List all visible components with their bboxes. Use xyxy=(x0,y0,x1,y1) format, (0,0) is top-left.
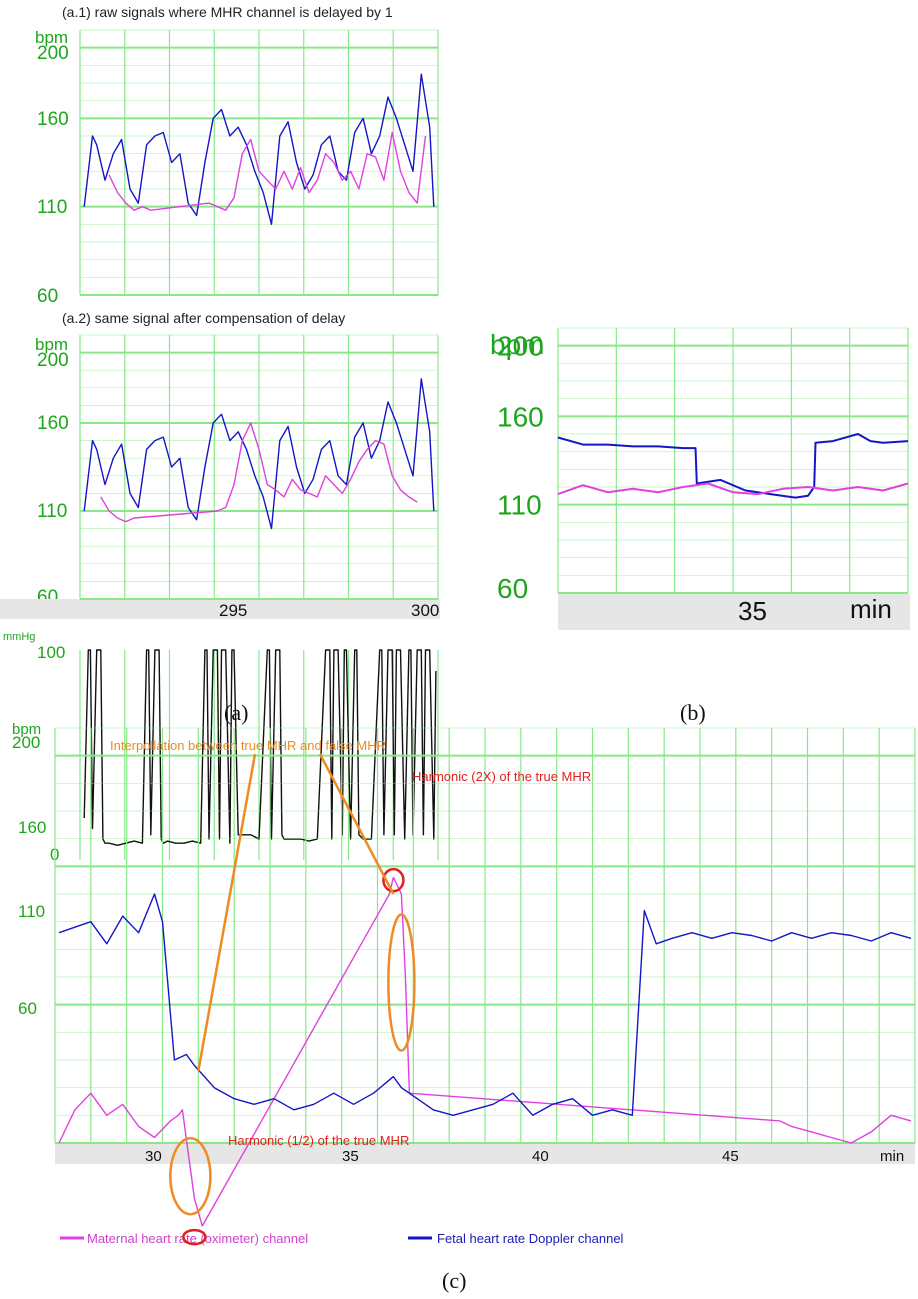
annotation-ellipse-red xyxy=(182,1228,207,1246)
annotation-harmonic-half: Harmonic (1/2) of the true MHR xyxy=(228,1133,409,1148)
chart-a1-ytick: 110 xyxy=(37,197,67,218)
chart-a2-ytick: 160 xyxy=(37,413,69,434)
series-line-fetal xyxy=(557,433,909,499)
chart-c-ytick: 110 xyxy=(18,902,45,921)
series-line-maternal xyxy=(557,482,909,496)
chart-a2-ytick: 200 xyxy=(37,350,69,371)
chart-a3-ylabel: mmHg xyxy=(3,631,35,643)
annotation-pointer xyxy=(197,753,257,1072)
legend-maternal-label: Maternal heart rate (oximeter) channel xyxy=(87,1231,308,1246)
series-line-fetal xyxy=(58,893,912,1116)
chart-a2-ytick: 110 xyxy=(37,501,67,522)
chart-b-ytick: 60 xyxy=(497,573,528,604)
chart-c-ytick: 60 xyxy=(18,999,37,1018)
chart-a2-xaxis-band xyxy=(0,599,440,619)
chart-a1-title: (a.1) raw signals where MHR channel is d… xyxy=(62,4,393,20)
chart-c: bpm 200 160 110 60 30 35 40 45 min Inter… xyxy=(12,721,916,1246)
chart-c-ylabel: bpm xyxy=(12,721,41,738)
chart-c-ytick: 200 xyxy=(12,733,40,752)
caption-b: (b) xyxy=(680,700,706,725)
chart-b-ytick: 200 xyxy=(497,331,544,362)
chart-b: bpm 200 160 110 60 35 min xyxy=(490,327,910,630)
annotation-ellipse-orange xyxy=(387,913,416,1052)
chart-a2: (a.2) same signal after compensation of … xyxy=(0,310,440,620)
caption-a: (a) xyxy=(224,700,249,725)
chart-a1-ylabel: bpm xyxy=(35,28,68,47)
annotation-ellipse-red xyxy=(382,867,405,893)
chart-a2-xtick: 300 xyxy=(411,601,439,620)
series-line-maternal xyxy=(58,876,912,1227)
chart-b-xaxis-band xyxy=(558,594,910,630)
series-line-maternal xyxy=(108,131,427,211)
chart-a3-ytick: 100 xyxy=(37,643,65,662)
annotation-ellipse-orange xyxy=(169,1136,212,1216)
chart-a2-title: (a.2) same signal after compensation of … xyxy=(62,310,345,326)
chart-a2-ylabel: bpm xyxy=(35,335,68,354)
caption-c: (c) xyxy=(442,1268,467,1293)
chart-b-ytick: 160 xyxy=(497,401,544,432)
chart-b-xtick: 35 xyxy=(738,596,767,626)
chart-c-xtick: 40 xyxy=(532,1148,549,1165)
annotation-interpolation: Interpollation between true MHR and fals… xyxy=(110,738,386,753)
chart-b-ytick: 110 xyxy=(497,490,542,521)
series-line-fetal xyxy=(83,73,435,226)
chart-a1: (a.1) raw signals where MHR channel is d… xyxy=(35,4,439,305)
chart-c-xtick: 35 xyxy=(342,1148,359,1165)
chart-c-xaxis-band xyxy=(55,1144,915,1164)
chart-a2-xtick: 295 xyxy=(219,601,247,620)
chart-a1-ytick: 200 xyxy=(37,43,69,64)
series-line-fetal xyxy=(83,378,435,530)
series-line-maternal xyxy=(100,422,418,523)
chart-c-xtick: 45 xyxy=(722,1148,739,1165)
chart-b-ylabel: bpm xyxy=(490,329,544,360)
chart-c-ytick: 160 xyxy=(18,818,46,837)
chart-a1-ytick: 160 xyxy=(37,109,69,130)
chart-b-xunit: min xyxy=(850,594,892,624)
annotation-harmonic-2x: Harmonic (2X) of the true MHR xyxy=(412,769,591,784)
annotation-pointer xyxy=(318,753,395,895)
chart-c-xunit: min xyxy=(880,1148,904,1165)
legend-fetal-label: Fetal heart rate Doppler channel xyxy=(437,1231,624,1246)
chart-c-xtick: 30 xyxy=(145,1148,162,1165)
chart-a1-ytick: 60 xyxy=(37,286,58,305)
